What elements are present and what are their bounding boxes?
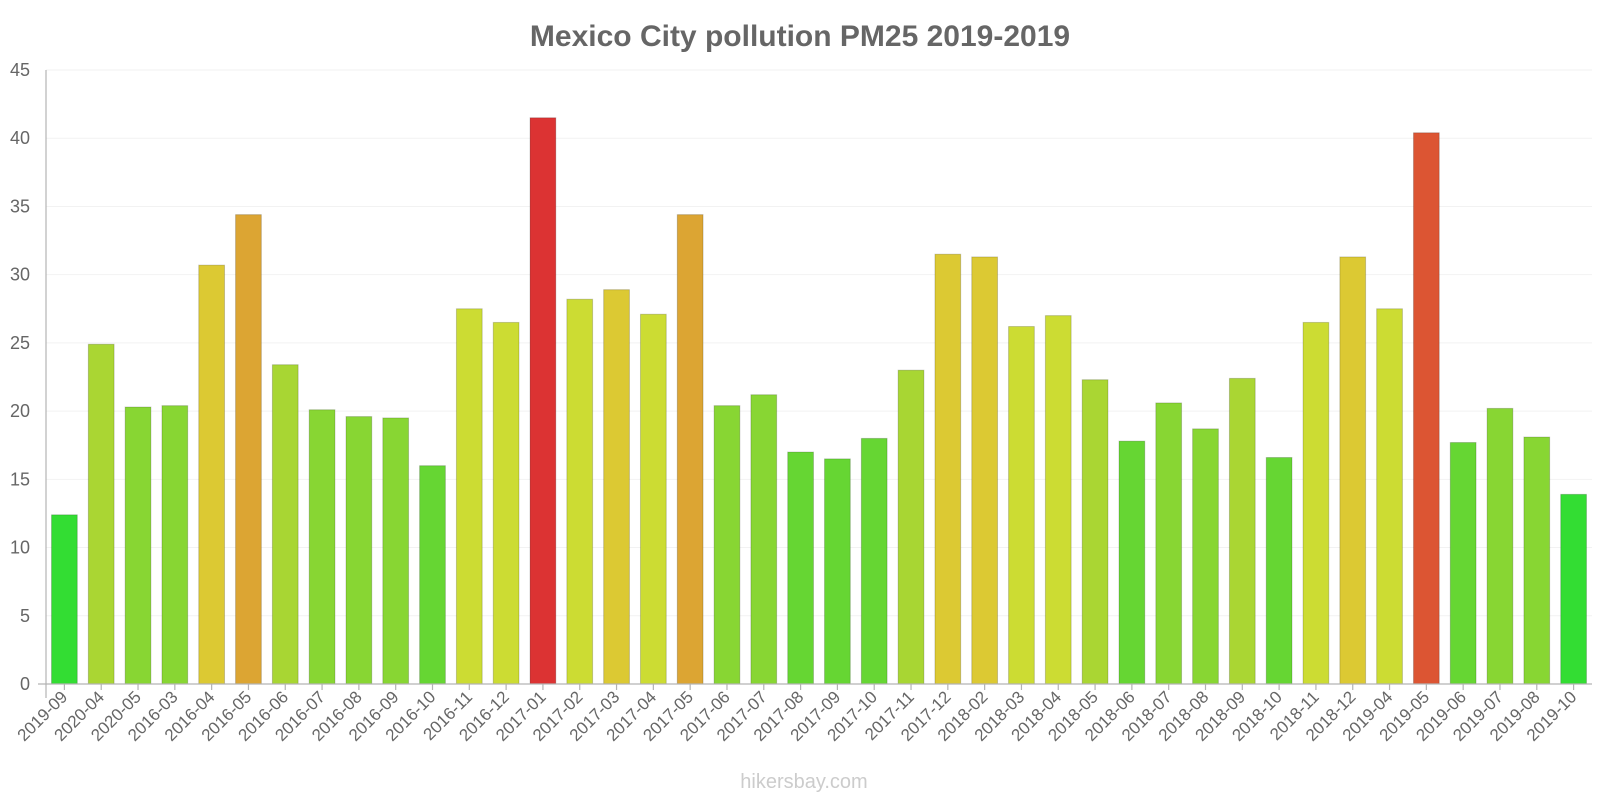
bar-2017-02	[566, 298, 594, 685]
watermark: hikersbay.com	[740, 771, 867, 793]
bar-2017-01	[529, 117, 557, 685]
y-tick-label: 45	[10, 60, 30, 80]
y-tick-label: 15	[10, 469, 30, 489]
bar-2017-05	[676, 214, 704, 685]
axes	[38, 70, 1592, 698]
bar-2017-11	[897, 369, 925, 685]
bar-2019-06	[1449, 441, 1477, 685]
bar-2016-07	[308, 409, 336, 685]
bar-2016-09	[382, 417, 410, 685]
bar-2018-05	[1081, 379, 1109, 685]
chart-title: Mexico City pollution PM25 2019-2019	[530, 20, 1070, 53]
bars	[51, 117, 1587, 685]
bar-2020-04	[87, 343, 115, 685]
bar-2019-08	[1523, 436, 1551, 685]
bar-2018-02	[971, 256, 999, 685]
bar-2017-04	[639, 313, 667, 685]
y-tick-label: 0	[20, 674, 30, 694]
gridlines	[46, 69, 1592, 617]
y-tick-label: 5	[20, 606, 30, 626]
bar-2018-04	[1044, 315, 1072, 685]
bar-2019-07	[1486, 407, 1514, 685]
bar-2018-11	[1302, 321, 1330, 685]
y-tick-label: 20	[10, 401, 30, 421]
bar-2016-05	[235, 214, 262, 685]
y-tick-label: 40	[10, 128, 30, 148]
y-tick-label: 25	[10, 333, 30, 353]
y-axis-ticks: 0 5 10 15 20 25 30 35 40 45	[10, 60, 30, 694]
bar-2016-04	[198, 264, 226, 685]
bar-2016-12	[492, 321, 520, 685]
bar-2017-10	[860, 437, 888, 685]
bar-2017-03	[603, 289, 630, 685]
bar-2019-05	[1412, 132, 1440, 685]
bar-2016-08	[345, 416, 373, 685]
y-tick-label: 30	[10, 265, 30, 285]
bar-2018-12	[1339, 256, 1367, 685]
bar-2018-09	[1228, 377, 1256, 685]
bar-2020-05	[124, 406, 152, 685]
bar-2018-10	[1265, 457, 1293, 685]
bar-2018-08	[1192, 428, 1219, 685]
x-axis-ticks: 2019-092020-042020-052016-032016-042016-…	[14, 684, 1580, 745]
bar-2018-06	[1118, 440, 1146, 685]
bar-2017-09	[824, 458, 851, 685]
bar-2016-10	[419, 465, 446, 685]
bar-2018-07	[1155, 402, 1183, 685]
bar-2019-09	[51, 514, 78, 685]
bar-2017-08	[787, 451, 814, 685]
bar-2017-06	[713, 405, 741, 685]
bar-2017-12	[934, 253, 962, 685]
y-tick-label: 10	[10, 538, 30, 558]
bar-2019-10	[1560, 493, 1587, 685]
bar-2019-04	[1376, 308, 1403, 685]
bar-2017-07	[750, 394, 778, 685]
y-tick-label: 35	[10, 196, 30, 216]
bar-2016-06	[271, 364, 299, 685]
bar-2016-11	[455, 308, 483, 685]
bar-2018-03	[1008, 326, 1035, 685]
bar-2016-03	[161, 405, 189, 685]
